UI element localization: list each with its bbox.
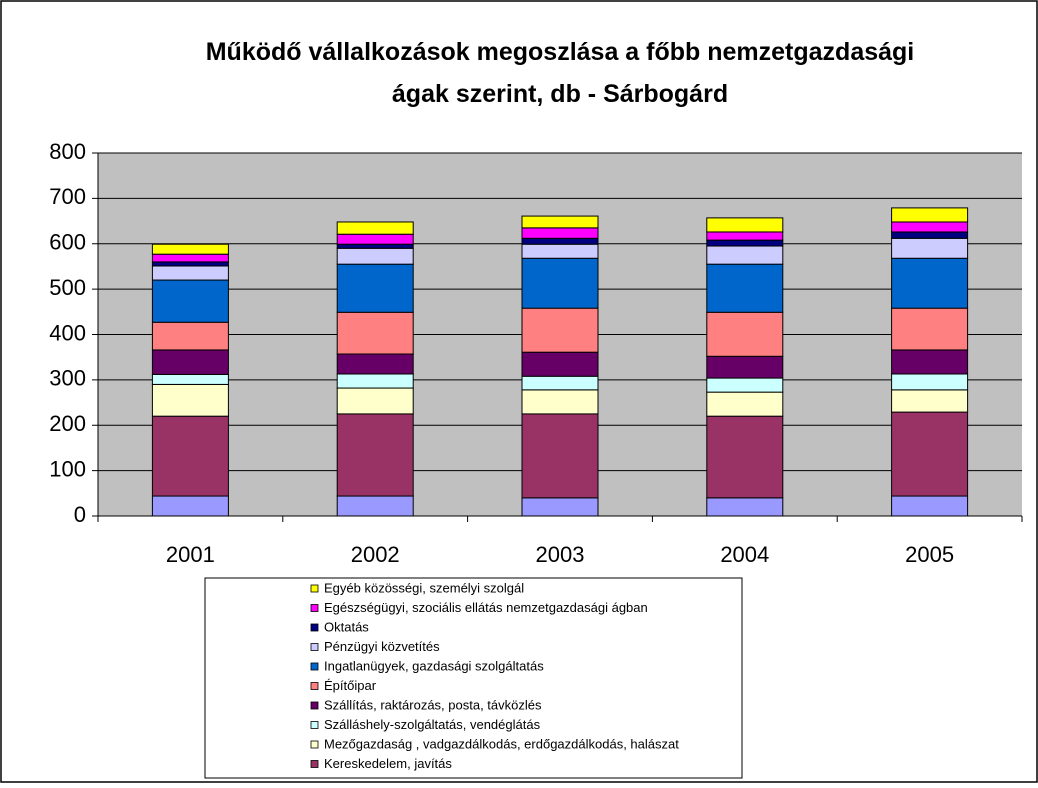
legend-label: Kereskedelem, javítás: [324, 756, 452, 771]
bar-segment: [336, 373, 414, 389]
bar-segment: [891, 349, 969, 375]
bar-segment: [521, 375, 599, 391]
y-tick-label: 0: [74, 502, 86, 527]
legend-label: Építőipar: [324, 678, 377, 693]
bar-segment: [336, 311, 414, 355]
bar-segment: [891, 389, 969, 413]
legend-label: Pénzügyi közvetítés: [324, 639, 440, 654]
y-tick-label: 700: [49, 184, 86, 209]
bar-segment: [336, 353, 414, 375]
chart-title: Működő vállalkozások megoszlása a főbb n…: [206, 38, 915, 108]
y-tick-label: 100: [49, 456, 86, 481]
legend-swatch: [310, 623, 319, 632]
bar-segment: [336, 243, 414, 249]
bar-segment: [891, 373, 969, 391]
legend-swatch: [310, 643, 319, 651]
bar-segment: [706, 245, 784, 265]
bar-segment: [891, 307, 969, 351]
bar-segment: [891, 495, 969, 517]
bar-segment: [706, 377, 784, 393]
legend-label: Mezőgazdaság , vadgazdálkodás, erdőgazdá…: [324, 736, 679, 751]
bar-segment: [891, 237, 969, 259]
y-tick-label: 800: [49, 139, 86, 164]
y-tick-label: 200: [49, 411, 86, 436]
x-tick-label: 2004: [720, 542, 769, 567]
y-tick-label: 500: [49, 275, 86, 300]
bar-segment: [521, 307, 599, 353]
bar-segment: [151, 349, 229, 375]
bar-segment: [891, 207, 969, 223]
legend-swatch: [310, 604, 319, 612]
bar-segment: [151, 383, 229, 417]
bar-segment: [151, 415, 229, 497]
legend-label: Szálláshely-szolgáltatás, vendéglátás: [324, 717, 541, 732]
bar-segment: [151, 373, 229, 385]
bar-segment: [336, 387, 414, 415]
bar-segment: [336, 495, 414, 517]
bar-segment: [891, 257, 969, 309]
bar-segment: [151, 265, 229, 281]
legend: [204, 577, 743, 779]
bar-segment: [151, 253, 229, 263]
legend-label: Ingatlanügyek, gazdasági szolgáltatás: [324, 658, 544, 673]
bar-segment: [706, 263, 784, 313]
bar-segment: [151, 279, 229, 323]
x-tick-label: 2005: [905, 542, 954, 567]
bar-segment: [151, 495, 229, 517]
bar-segment: [891, 411, 969, 497]
legend-swatch: [310, 760, 319, 768]
x-tick-label: 2003: [536, 542, 585, 567]
y-tick-label: 300: [49, 366, 86, 391]
legend-swatch: [310, 662, 319, 671]
bar-segment: [521, 413, 599, 499]
bar-segment: [521, 215, 599, 229]
x-tick-label: 2002: [351, 542, 400, 567]
bar-segment: [521, 243, 599, 259]
legend-label: Szállítás, raktározás, posta, távközlés: [324, 697, 542, 712]
bar-segment: [706, 239, 784, 247]
bar-segment: [706, 415, 784, 499]
bar-segment: [706, 355, 784, 379]
bar-segment: [706, 497, 784, 517]
legend-label: Egészségügyi, szociális ellátás nemzetga…: [324, 600, 648, 615]
bar-segment: [521, 497, 599, 517]
bar-segment: [336, 221, 414, 235]
bar-segment: [706, 391, 784, 417]
legend-swatch: [310, 740, 319, 749]
bar-segment: [336, 247, 414, 265]
legend-label: Egyéb közösségi, személyi szolgál: [324, 580, 524, 595]
bar-segment: [891, 231, 969, 239]
bar-segment: [336, 263, 414, 313]
bar-segment: [336, 413, 414, 497]
legend-swatch: [310, 584, 319, 593]
bar-segment: [151, 321, 229, 351]
bar-segment: [521, 389, 599, 415]
bar-segment: [521, 237, 599, 245]
y-tick-label: 600: [49, 230, 86, 255]
legend-label: Oktatás: [324, 619, 369, 634]
legend-swatch: [310, 682, 319, 690]
bar-segment: [151, 261, 229, 267]
bar-segment: [151, 243, 229, 255]
bar-segment: [521, 227, 599, 239]
y-tick-label: 400: [49, 320, 86, 345]
bar-segment: [706, 231, 784, 241]
bar-segment: [521, 351, 599, 377]
bar-segment: [336, 233, 414, 245]
bar-segment: [891, 221, 969, 233]
bar-segment: [521, 257, 599, 309]
legend-swatch: [310, 701, 319, 710]
x-tick-label: 2001: [166, 542, 215, 567]
bar-segment: [706, 311, 784, 357]
legend-swatch: [310, 721, 319, 729]
bar-segment: [706, 217, 784, 233]
